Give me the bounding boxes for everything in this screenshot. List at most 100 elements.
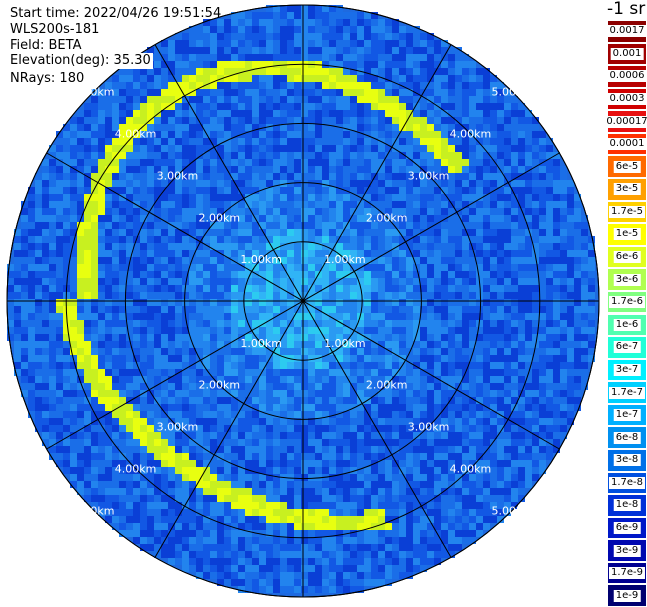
range-gate-cell (210, 89, 217, 96)
range-gate-cell (413, 397, 420, 404)
range-gate-cell (259, 285, 266, 292)
range-gate-cell (490, 369, 497, 376)
range-gate-cell (224, 320, 231, 327)
range-gate-cell (406, 488, 413, 495)
range-gate-cell (476, 103, 483, 110)
range-gate-cell (448, 131, 455, 138)
range-gate-cell (301, 327, 308, 334)
range-gate-cell (105, 334, 112, 341)
range-gate-cell (14, 348, 21, 355)
range-gate-cell (252, 82, 259, 89)
range-gate-cell (245, 187, 252, 194)
range-gate-cell (434, 453, 441, 460)
range-gate-cell (224, 159, 231, 166)
range-gate-cell (455, 481, 462, 488)
range-gate-cell (182, 75, 189, 82)
range-gate-cell (315, 481, 322, 488)
range-gate-cell (280, 75, 287, 82)
range-gate-cell (273, 474, 280, 481)
range-gate-cell (245, 327, 252, 334)
range-gate-cell (84, 369, 91, 376)
range-gate-cell (238, 194, 245, 201)
range-gate-cell (511, 481, 518, 488)
range-gate-cell (413, 215, 420, 222)
range-gate-cell (420, 320, 427, 327)
range-gate-cell (315, 208, 322, 215)
range-gate-cell (91, 208, 98, 215)
range-gate-cell (154, 397, 161, 404)
range-gate-cell (427, 131, 434, 138)
range-gate-cell (350, 180, 357, 187)
range-gate-cell (259, 264, 266, 271)
range-gate-cell (420, 166, 427, 173)
range-gate-cell (245, 26, 252, 33)
range-gate-cell (231, 215, 238, 222)
range-gate-cell (259, 236, 266, 243)
range-gate-cell (126, 110, 133, 117)
range-gate-cell (455, 334, 462, 341)
range-gate-cell (266, 68, 273, 75)
range-gate-cell (553, 264, 560, 271)
range-gate-cell (378, 110, 385, 117)
range-gate-cell (210, 166, 217, 173)
range-gate-cell (126, 327, 133, 334)
range-gate-cell (119, 369, 126, 376)
range-gate-cell (350, 306, 357, 313)
range-gate-cell (238, 152, 245, 159)
range-gate-cell (574, 264, 581, 271)
range-gate-cell (56, 250, 63, 257)
range-gate-cell (483, 173, 490, 180)
range-gate-cell (462, 124, 469, 131)
range-gate-cell (315, 376, 322, 383)
range-gate-cell (84, 439, 91, 446)
range-gate-cell (266, 404, 273, 411)
range-gate-cell (231, 320, 238, 327)
range-gate-cell (343, 68, 350, 75)
range-gate-cell (84, 383, 91, 390)
range-gate-cell (266, 271, 273, 278)
range-gate-cell (175, 208, 182, 215)
range-gate-cell (252, 369, 259, 376)
range-gate-cell (140, 236, 147, 243)
range-gate-cell (378, 257, 385, 264)
range-gate-cell (294, 362, 301, 369)
range-gate-cell (336, 257, 343, 264)
range-gate-cell (287, 467, 294, 474)
range-gate-cell (455, 187, 462, 194)
range-gate-cell (371, 61, 378, 68)
range-gate-cell (392, 348, 399, 355)
range-gate-cell (308, 278, 315, 285)
range-gate-cell (105, 474, 112, 481)
range-gate-cell (329, 75, 336, 82)
range-gate-cell (434, 299, 441, 306)
range-gate-cell (357, 33, 364, 40)
range-gate-cell (420, 285, 427, 292)
range-gate-cell (182, 453, 189, 460)
range-gate-cell (329, 439, 336, 446)
range-gate-cell (329, 229, 336, 236)
range-gate-cell (378, 124, 385, 131)
range-gate-cell (252, 33, 259, 40)
range-gate-cell (238, 439, 245, 446)
range-gate-cell (343, 362, 350, 369)
range-gate-cell (273, 369, 280, 376)
range-gate-cell (504, 173, 511, 180)
range-gate-cell (490, 117, 497, 124)
range-gate-cell (119, 145, 126, 152)
range-gate-cell (399, 488, 406, 495)
range-gate-cell (518, 257, 525, 264)
range-gate-cell (98, 236, 105, 243)
range-gate-cell (105, 278, 112, 285)
range-gate-cell (119, 194, 126, 201)
range-gate-cell (14, 278, 21, 285)
range-gate-cell (98, 481, 105, 488)
range-gate-cell (224, 285, 231, 292)
range-gate-cell (189, 33, 196, 40)
range-gate-cell (413, 376, 420, 383)
range-gate-cell (217, 376, 224, 383)
range-gate-cell (357, 145, 364, 152)
range-gate-cell (427, 194, 434, 201)
range-gate-cell (203, 61, 210, 68)
range-gate-cell (119, 453, 126, 460)
range-gate-cell (147, 299, 154, 306)
